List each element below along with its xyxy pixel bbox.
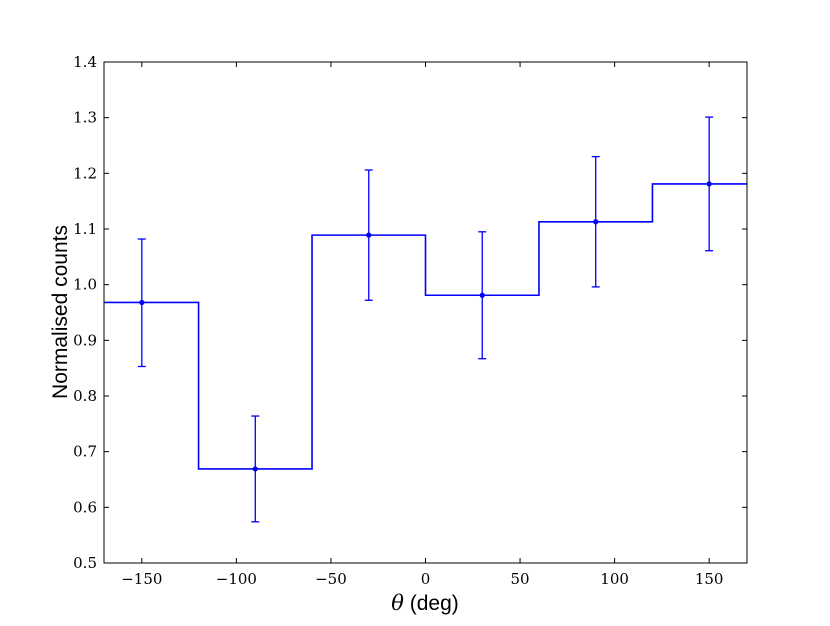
y-tick-label: 0.8 xyxy=(73,387,97,405)
data-point xyxy=(139,299,145,306)
x-tick-label: −100 xyxy=(216,570,257,588)
y-tick-label: 1.3 xyxy=(73,109,97,127)
data-point xyxy=(706,181,712,187)
y-tick-label: 1.4 xyxy=(73,53,97,71)
x-axis-label-unit: (deg) xyxy=(404,592,459,615)
plot-frame xyxy=(103,61,748,564)
x-tick-label: 100 xyxy=(600,570,629,588)
y-tick-label: 0.9 xyxy=(73,331,97,349)
x-axis-label-symbol: θ xyxy=(391,591,404,615)
data-point xyxy=(252,466,258,472)
data-point xyxy=(366,232,372,238)
x-tick-label: −150 xyxy=(121,570,162,588)
x-tick-label: 0 xyxy=(421,570,431,588)
x-tick-label: 50 xyxy=(511,570,530,588)
errorbar-layer xyxy=(137,116,714,523)
y-tick-label: 1.1 xyxy=(73,220,97,238)
y-tick-label: 1.0 xyxy=(73,276,97,294)
data-point xyxy=(593,219,599,225)
y-tick-label: 0.7 xyxy=(73,443,97,461)
y-tick-label: 1.2 xyxy=(73,164,97,182)
data-point xyxy=(479,292,485,298)
tick-layer: −150 −100 −50 0 50 100 150 0.5 0.6 0.7 0.8 0.9 1.0 1.… xyxy=(73,53,747,588)
data-layer xyxy=(104,183,747,470)
x-tick-label: 150 xyxy=(695,570,724,588)
x-tick-label: −50 xyxy=(315,570,347,588)
x-axis-label: θ (deg) xyxy=(391,591,459,615)
y-axis-label: Normalised counts xyxy=(49,225,72,399)
y-tick-label: 0.5 xyxy=(73,554,97,572)
plot-background xyxy=(104,62,747,563)
series-0-step-line xyxy=(104,183,747,470)
y-tick-label: 0.6 xyxy=(73,498,97,516)
